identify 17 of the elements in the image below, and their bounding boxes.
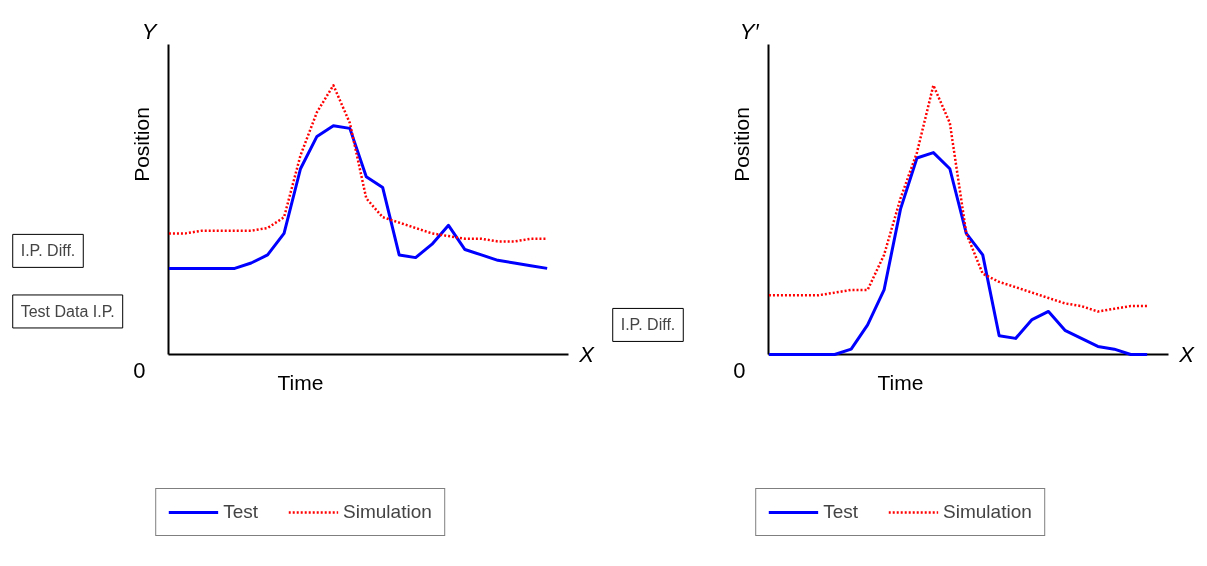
- legend-label: Simulation: [943, 501, 1032, 523]
- legend-label: Simulation: [343, 501, 432, 523]
- text: X: [578, 342, 596, 368]
- text: 0: [733, 357, 746, 383]
- text: I.P. Diff.: [20, 242, 76, 260]
- text: Y′: [739, 18, 760, 44]
- legend-label: Test: [823, 501, 859, 523]
- y-axis-title: Position: [129, 107, 153, 182]
- text: I.P. Diff.: [620, 316, 676, 334]
- y-axis-title: Position: [729, 107, 753, 182]
- text: X: [1178, 342, 1196, 368]
- legend-label: Test: [223, 501, 259, 523]
- text: Y: [141, 18, 158, 44]
- x-axis-title: Time: [877, 370, 924, 394]
- text: 0: [133, 357, 146, 383]
- text: Test Data I.P.: [20, 302, 115, 320]
- x-axis-title: Time: [277, 370, 324, 394]
